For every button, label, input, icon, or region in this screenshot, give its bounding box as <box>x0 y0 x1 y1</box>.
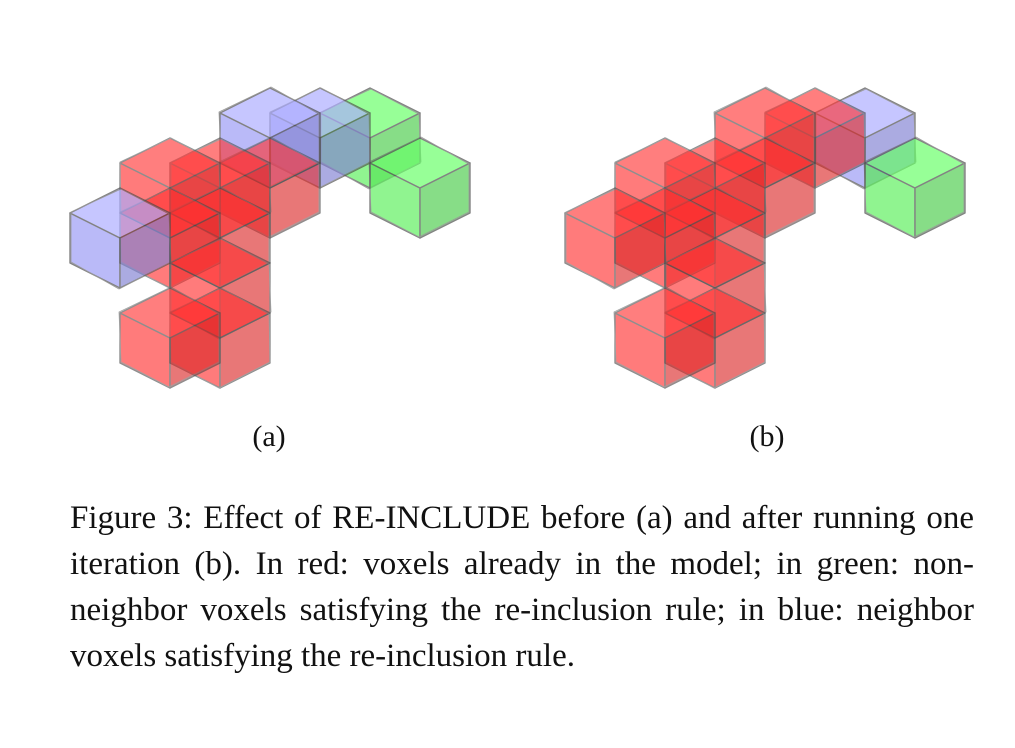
voxel-side-face <box>914 162 966 239</box>
voxel-sketch-outline <box>368 136 470 238</box>
voxel-diagram-b <box>564 86 966 389</box>
subfigure-label-a: (a) <box>252 420 286 453</box>
voxel-green <box>863 136 966 239</box>
figure-caption: Figure 3: Effect of RE-INCLUDE before (a… <box>70 500 974 674</box>
voxel-diagram-a <box>69 86 471 389</box>
figure-panel-b <box>545 20 985 400</box>
voxel-red <box>613 286 716 389</box>
voxel-side-face <box>419 162 471 239</box>
voxel-side-face <box>219 312 271 389</box>
figure-panel-a <box>50 20 490 400</box>
voxel-side-face <box>714 312 766 389</box>
voxel-side-face <box>664 312 716 389</box>
voxel-sketch-outline <box>613 286 715 388</box>
voxel-sketch-outline <box>863 136 965 238</box>
voxel-green <box>368 136 471 239</box>
voxel-red <box>118 286 221 389</box>
voxel-blue <box>69 187 172 290</box>
voxel-side-face <box>169 312 221 389</box>
subfigure-label-b: (b) <box>749 420 785 453</box>
voxel-sketch-outline <box>118 286 220 388</box>
voxel-red <box>564 187 667 290</box>
